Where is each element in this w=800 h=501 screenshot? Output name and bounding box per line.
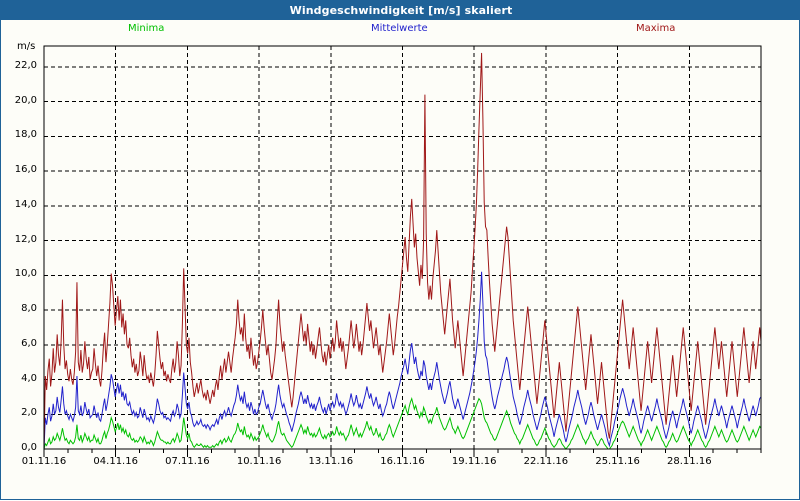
x-tick-label: 25.11.16 bbox=[595, 456, 640, 467]
axis-ticks bbox=[43, 449, 762, 457]
x-tick-label: 19.11.16 bbox=[451, 456, 497, 467]
y-tick-label: 12,0 bbox=[14, 233, 37, 245]
series-layer bbox=[43, 52, 762, 450]
legend-item-mittelwerte: Mittelwerte bbox=[371, 23, 428, 34]
y-tick-label: 16,0 bbox=[14, 164, 37, 176]
y-tick-label: 20,0 bbox=[14, 94, 37, 106]
y-tick-label: 14,0 bbox=[14, 198, 37, 210]
window-title-bar: Windgeschwindigkeit [m/s] skaliert bbox=[1, 1, 800, 20]
y-axis-unit-label: m/s bbox=[17, 41, 36, 52]
y-tick-label: 0,0 bbox=[21, 442, 37, 453]
legend-item-maxima: Maxima bbox=[636, 23, 676, 34]
x-tick-label: 16.11.16 bbox=[380, 456, 425, 467]
y-tick-label: 6,0 bbox=[21, 337, 37, 349]
x-tick-label: 28.11.16 bbox=[667, 456, 712, 467]
y-tick-label: 22,0 bbox=[14, 59, 37, 71]
x-tick-label: 13.11.16 bbox=[308, 456, 354, 467]
page-title: Windgeschwindigkeit [m/s] skaliert bbox=[289, 4, 513, 17]
series-line-maxima bbox=[43, 52, 762, 450]
series-line-mittelwerte bbox=[43, 271, 762, 450]
x-tick-label: 07.11.16 bbox=[165, 456, 210, 467]
x-tick-label: 22.11.16 bbox=[523, 456, 569, 467]
y-tick-label: 8,0 bbox=[21, 303, 37, 315]
x-tick-label: 04.11.16 bbox=[93, 456, 138, 467]
y-tick-label: 2,0 bbox=[21, 407, 37, 419]
y-tick-label: 18,0 bbox=[14, 129, 37, 141]
plot-frame bbox=[43, 45, 762, 450]
legend-item-minima: Minima bbox=[128, 23, 165, 34]
chart-legend: Minima Mittelwerte Maxima bbox=[1, 23, 800, 39]
y-tick-label: 10,0 bbox=[14, 268, 37, 280]
grid-layer bbox=[44, 46, 761, 450]
x-tick-label: 10.11.16 bbox=[236, 456, 282, 467]
series-line-minima bbox=[43, 396, 762, 450]
x-tick-label: 01.11.16 bbox=[21, 456, 67, 467]
y-tick-label: 4,0 bbox=[21, 372, 37, 384]
